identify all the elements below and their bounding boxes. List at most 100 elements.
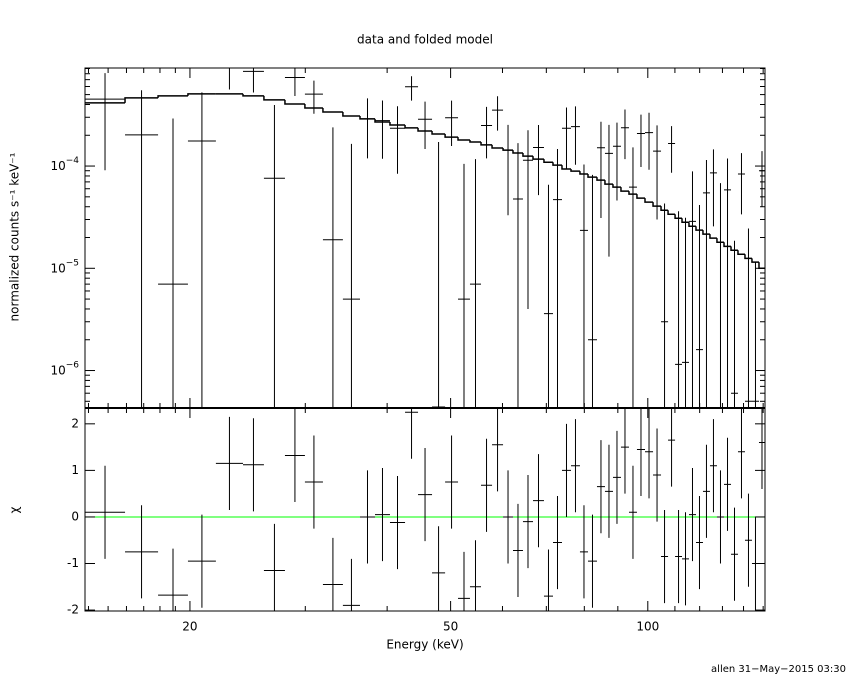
data-point [702, 160, 710, 408]
data-point [522, 130, 534, 309]
residual-point [612, 430, 621, 524]
data-point [682, 217, 689, 408]
residual-point [322, 537, 343, 611]
model-step [628, 191, 637, 195]
residual-point [432, 526, 446, 611]
model-step [157, 95, 188, 98]
data-point [668, 126, 676, 173]
residual-point [284, 408, 305, 503]
chi-axis-label: χ [8, 506, 22, 513]
y-tick-label: 10−6 [50, 360, 79, 377]
model-step [730, 246, 738, 252]
residual-point [758, 408, 765, 490]
model-step [389, 121, 406, 126]
residual-point [522, 475, 534, 569]
residual-point [418, 448, 433, 542]
residual-point [242, 418, 264, 512]
data-point [758, 151, 765, 207]
data-point [158, 118, 188, 408]
model-step [667, 210, 676, 215]
model-step [263, 95, 285, 101]
residual-point [503, 470, 513, 564]
y-tick-label: 10−4 [50, 156, 79, 173]
data-point [125, 90, 159, 408]
data-point [263, 104, 285, 408]
data-point [492, 96, 504, 131]
data-point [553, 148, 562, 408]
data-point [604, 124, 613, 257]
residual-point [458, 551, 470, 611]
data-point [751, 262, 759, 408]
residual-point [533, 454, 544, 548]
data-point [731, 240, 738, 408]
model-step [636, 194, 645, 199]
data-point [284, 68, 305, 96]
model-step [374, 118, 390, 123]
residual-point [682, 512, 689, 606]
model-step [604, 180, 613, 185]
model-step [457, 137, 470, 141]
data-point [533, 125, 544, 196]
residual-point [481, 438, 493, 532]
residual-point [675, 509, 683, 604]
model-step [552, 162, 562, 166]
model-step [612, 184, 621, 188]
model-step [480, 141, 493, 146]
model-step [561, 165, 571, 170]
residual-point [731, 507, 738, 601]
data-point [561, 107, 571, 169]
y-tick-label: 10−5 [50, 258, 79, 275]
residual-point [737, 408, 745, 499]
data-point [242, 68, 264, 93]
model-step [709, 234, 717, 239]
model-step [187, 93, 216, 96]
data-point [716, 183, 725, 408]
data-point [322, 127, 343, 408]
model-step [322, 107, 343, 113]
model-step [342, 111, 360, 117]
model-step [579, 171, 588, 175]
y-axis-label: normalized counts s⁻¹ keV⁻¹ [8, 152, 22, 321]
residual-point [263, 523, 285, 611]
chart-title: data and folded model [357, 33, 493, 47]
model-step [284, 99, 305, 105]
model-step [660, 206, 669, 211]
residual-point [709, 419, 717, 513]
residual-point [636, 408, 645, 496]
model-step [124, 97, 159, 103]
model-step [596, 177, 605, 181]
data-point [737, 153, 745, 215]
model-step [723, 242, 732, 248]
residual-point [469, 540, 482, 611]
x-tick-label: 100 [636, 620, 659, 634]
residual-point [405, 408, 419, 459]
residual-point [744, 493, 752, 587]
model-step [674, 214, 683, 219]
residual-point [512, 503, 523, 598]
data-point [469, 159, 482, 408]
x-tick-label: 20 [182, 620, 197, 634]
x-tick-label: 50 [443, 620, 458, 634]
model-step [304, 103, 323, 109]
data-point [432, 142, 446, 408]
data-point [570, 106, 580, 165]
data-point [636, 114, 645, 167]
chi-tick-label: 1 [71, 463, 79, 477]
residual-point [724, 437, 732, 531]
model-step [522, 153, 534, 157]
residual-point [543, 549, 553, 611]
data-point [612, 122, 621, 201]
model-step [444, 133, 459, 138]
residual-point [445, 435, 459, 529]
model-step [737, 250, 745, 256]
data-point [744, 228, 752, 408]
data-point [587, 174, 597, 408]
data-point [418, 101, 433, 149]
data-point [445, 100, 459, 147]
data-point [481, 106, 493, 159]
residual-point [702, 444, 710, 538]
model-step [512, 150, 523, 154]
residual-point [620, 408, 629, 494]
data-point [695, 204, 703, 408]
